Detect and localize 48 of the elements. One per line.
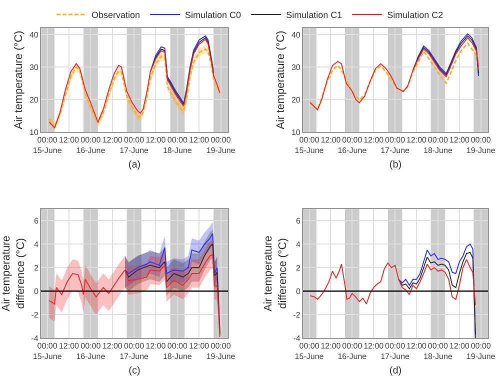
y-tick-label: 20: [29, 95, 39, 104]
y-tick-label: 2: [34, 263, 39, 272]
y-tick-label: -2: [31, 310, 39, 320]
y-tick-label: 40: [291, 30, 301, 40]
y-tick-label: -4: [293, 334, 301, 343]
x-tick-label: 12:00: [146, 342, 166, 351]
x-tick-label: 12:00: [102, 136, 123, 145]
x-axis-title: (a): [128, 160, 141, 170]
x-axis-title: (c): [128, 366, 140, 376]
y-tick-label: 6: [34, 216, 39, 226]
x-tick-label: 12:00: [320, 136, 342, 145]
x-tick-label: 12:00: [189, 136, 210, 145]
y-tick-label: 0: [34, 286, 39, 296]
y-axis-title: Air temperature (°C): [275, 30, 288, 130]
x-tick-label: 12:00: [102, 342, 123, 351]
x-tick-label: 12:00: [364, 342, 384, 351]
y-tick-label: 4: [296, 240, 301, 249]
legend-label: Observation: [92, 10, 140, 20]
x-tick-label: 12:00: [364, 136, 384, 145]
x-axis-title: (d): [389, 366, 402, 376]
legend-label: Simulation C0: [185, 10, 242, 20]
y-tick-label: 40: [29, 30, 39, 40]
y-tick-label: 20: [291, 95, 301, 104]
y-tick-label: -2: [293, 310, 301, 320]
x-tick-label: 12:00: [406, 136, 428, 145]
y-tick-label: 2: [296, 263, 301, 272]
y-tick-label: 0: [296, 286, 301, 296]
y-tick-label: 4: [34, 240, 39, 249]
x-tick-label: 12:00: [320, 342, 342, 351]
x-tick-label: 12:00: [406, 342, 428, 351]
x-tick-label: 12:00: [146, 136, 166, 145]
x-tick-label: 12:00: [189, 342, 210, 351]
y-axis-title: Air temperature (°C): [13, 30, 26, 130]
y-tick-label: 30: [29, 62, 39, 72]
x-tick-label: 12:00: [449, 342, 470, 351]
x-tick-label: 12:00: [58, 342, 80, 351]
y-tick-label: 10: [291, 128, 301, 137]
y-tick-label: -4: [31, 334, 39, 343]
y-axis-title: Air temperature difference (°C): [262, 236, 289, 312]
y-tick-label: 6: [296, 216, 301, 226]
legend-label: Simulation C1: [286, 10, 342, 20]
y-axis-title: Air temperature difference (°C): [0, 236, 27, 312]
x-tick-label: 12:00: [449, 136, 470, 145]
x-axis-title: (b): [389, 160, 402, 170]
y-tick-label: 10: [29, 128, 39, 137]
y-tick-label: 30: [291, 62, 301, 72]
legend-label: Simulation C2: [387, 10, 444, 20]
x-tick-label: 12:00: [58, 136, 80, 145]
